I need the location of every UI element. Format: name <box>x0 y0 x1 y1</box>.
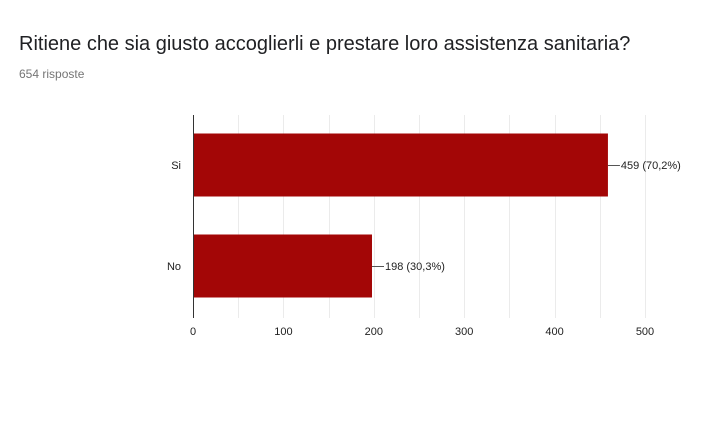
bar-no <box>193 234 372 298</box>
bar-si <box>193 133 608 197</box>
x-tick-label: 200 <box>365 326 383 338</box>
data-label: 459 (70,2%) <box>621 160 681 172</box>
x-tick-label: 0 <box>190 326 196 338</box>
category-label: Si <box>171 160 181 172</box>
category-label: No <box>167 261 181 273</box>
x-tick-label: 400 <box>545 326 563 338</box>
x-tick-label: 100 <box>274 326 292 338</box>
question-title: Ritiene che sia giusto accoglierli e pre… <box>19 33 631 55</box>
response-count: 654 risposte <box>19 67 85 81</box>
data-label: 198 (30,3%) <box>385 261 445 273</box>
x-tick-label: 300 <box>455 326 473 338</box>
x-tick-label: 500 <box>636 326 654 338</box>
